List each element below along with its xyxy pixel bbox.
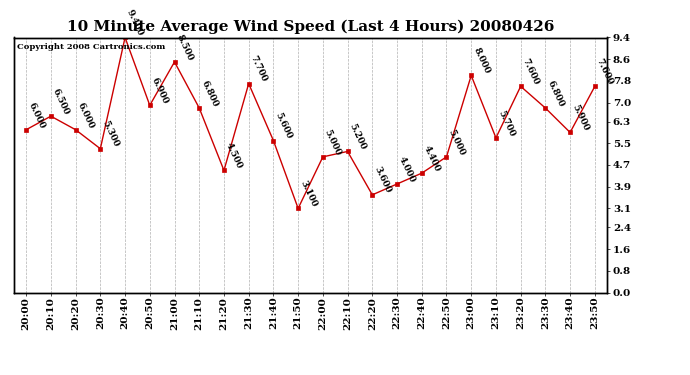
Text: 5.000: 5.000 [446, 128, 466, 157]
Text: 9.400: 9.400 [125, 8, 145, 38]
Text: 5.200: 5.200 [348, 122, 368, 152]
Text: 7.700: 7.700 [248, 54, 268, 84]
Text: 7.600: 7.600 [595, 57, 615, 86]
Text: 6.000: 6.000 [76, 100, 96, 130]
Text: 8.500: 8.500 [175, 33, 195, 62]
Text: 3.600: 3.600 [373, 165, 393, 195]
Text: 6.500: 6.500 [51, 87, 71, 116]
Text: 6.000: 6.000 [26, 100, 46, 130]
Text: 3.100: 3.100 [298, 179, 318, 209]
Text: 6.900: 6.900 [150, 76, 170, 105]
Text: 6.800: 6.800 [199, 79, 219, 108]
Title: 10 Minute Average Wind Speed (Last 4 Hours) 20080426: 10 Minute Average Wind Speed (Last 4 Hou… [67, 19, 554, 33]
Text: Copyright 2008 Cartronics.com: Copyright 2008 Cartronics.com [17, 43, 165, 51]
Text: 5.000: 5.000 [323, 128, 343, 157]
Text: 5.900: 5.900 [570, 103, 590, 132]
Text: 6.800: 6.800 [545, 79, 566, 108]
Text: 4.000: 4.000 [397, 155, 417, 184]
Text: 8.000: 8.000 [471, 46, 491, 75]
Text: 4.500: 4.500 [224, 141, 244, 170]
Text: 7.600: 7.600 [521, 57, 541, 86]
Text: 5.300: 5.300 [100, 119, 120, 149]
Text: 4.400: 4.400 [422, 144, 442, 173]
Text: 5.600: 5.600 [273, 111, 293, 141]
Text: 5.700: 5.700 [496, 109, 516, 138]
